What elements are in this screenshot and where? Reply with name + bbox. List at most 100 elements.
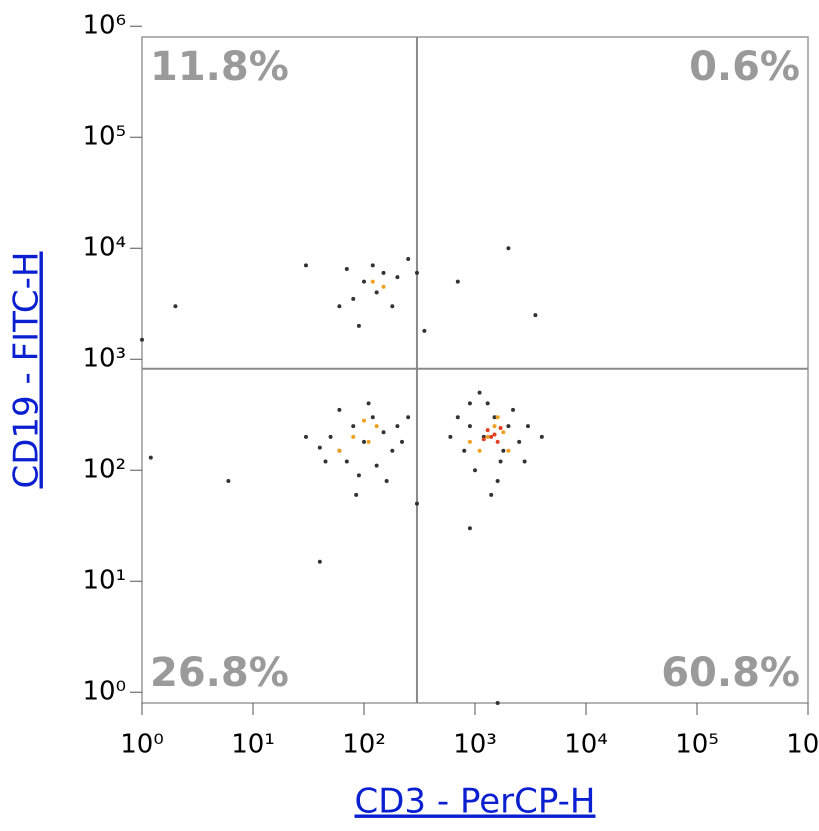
event-dot: [344, 459, 349, 464]
event-dot: [381, 284, 386, 289]
event-dot: [495, 479, 500, 483]
event-dot: [473, 468, 477, 473]
event-dot: [467, 401, 472, 406]
event-dot: [381, 430, 386, 435]
quadrant-percent: 26.8%: [150, 650, 289, 696]
event-dot: [366, 439, 371, 444]
event-dot: [374, 290, 379, 295]
event-dot: [395, 424, 400, 429]
event-dot: [366, 401, 371, 406]
event-dot: [406, 257, 411, 261]
y-axis-title: CD19 - FITC-H: [7, 251, 47, 488]
event-dot: [303, 263, 308, 268]
event-dot: [467, 439, 472, 444]
event-dot: [337, 448, 342, 453]
event-dot: [390, 304, 395, 309]
event-dot: [462, 448, 467, 453]
x-tick-label: 10⁰: [120, 730, 164, 760]
event-dot: [317, 445, 322, 450]
y-tick-label: 10⁶: [82, 11, 126, 41]
x-tick-label: 10⁴: [564, 730, 608, 760]
event-dot: [406, 415, 411, 420]
event-dot: [498, 459, 503, 464]
event-dot: [506, 448, 511, 453]
event-dot: [467, 424, 472, 429]
x-tick-label: 10⁵: [675, 730, 719, 760]
event-dot: [467, 526, 472, 531]
y-tick-label: 10⁵: [82, 122, 126, 152]
event-dot: [356, 323, 361, 328]
event-dot: [384, 479, 389, 483]
event-dot: [522, 459, 527, 464]
event-dot: [370, 415, 375, 420]
event-dot: [226, 479, 231, 483]
event-dot: [455, 415, 460, 420]
event-dot: [414, 501, 419, 506]
event-dot: [495, 701, 500, 705]
event-dot: [374, 463, 379, 468]
event-dot: [351, 296, 356, 301]
event-dot: [539, 434, 544, 439]
quadrant-percent: 0.6%: [689, 44, 800, 90]
event-dot: [501, 430, 506, 435]
event-dot: [489, 492, 494, 497]
event-dot: [485, 434, 490, 439]
event-dot: [381, 270, 386, 275]
event-dot: [477, 448, 482, 453]
event-dot: [501, 448, 506, 453]
event-dot: [303, 434, 308, 439]
x-axis-title: CD3 - PerCP-H: [355, 782, 596, 822]
x-tick-label: 10³: [453, 730, 497, 760]
x-tick-label: 10¹: [231, 730, 275, 760]
quadrant-percent: 60.8%: [661, 650, 800, 696]
event-dot: [362, 439, 366, 444]
event-dot: [337, 304, 342, 309]
event-dot: [390, 448, 395, 453]
plot-frame: [141, 36, 809, 704]
y-tick-label: 10⁰: [82, 677, 126, 707]
event-dot: [414, 270, 419, 275]
event-dot: [492, 415, 497, 420]
y-tick-label: 10¹: [82, 566, 126, 596]
y-tick-label: 10³: [82, 344, 126, 374]
event-dot: [354, 492, 359, 497]
event-dot: [351, 424, 356, 429]
event-dot: [362, 279, 366, 284]
event-dot: [498, 426, 503, 431]
event-dot: [148, 455, 153, 460]
event-dot: [317, 559, 322, 564]
event-dot: [448, 434, 453, 439]
event-dot: [140, 337, 144, 342]
event-dot: [511, 407, 516, 412]
event-dot: [517, 439, 522, 444]
event-dot: [370, 279, 375, 284]
event-dot: [328, 434, 333, 439]
event-dot: [173, 304, 178, 309]
event-dot: [533, 313, 538, 318]
event-dot: [495, 439, 500, 444]
quadrant-percent: 11.8%: [150, 44, 289, 90]
event-dot: [422, 328, 427, 333]
event-dot: [370, 263, 375, 268]
event-dot: [477, 390, 482, 395]
event-dot: [485, 428, 490, 433]
event-dot: [506, 424, 511, 429]
event-dot: [351, 434, 356, 439]
event-dot: [492, 432, 497, 437]
event-dot: [506, 246, 511, 251]
event-dot: [489, 434, 494, 439]
event-dot: [492, 424, 497, 429]
event-dot: [525, 424, 530, 429]
event-dot: [395, 275, 400, 280]
y-tick-label: 10⁴: [82, 233, 126, 263]
event-dot: [455, 279, 460, 284]
event-dot: [362, 418, 366, 423]
event-dot: [400, 439, 405, 444]
event-dot: [344, 267, 349, 272]
x-tick-label: 10⁶: [786, 730, 819, 760]
event-dot: [485, 401, 490, 406]
x-tick-label: 10²: [342, 730, 386, 760]
event-dot: [495, 415, 500, 420]
y-tick-label: 10²: [82, 455, 126, 485]
